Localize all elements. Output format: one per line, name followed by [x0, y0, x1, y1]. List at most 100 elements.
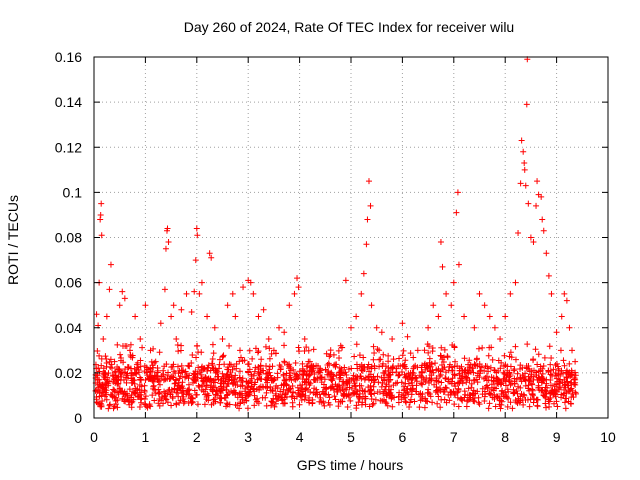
data-point — [376, 363, 383, 370]
data-point — [426, 359, 433, 366]
data-point — [367, 382, 374, 389]
data-point — [351, 380, 358, 387]
data-point — [94, 347, 101, 354]
data-point — [141, 382, 148, 389]
data-point — [433, 374, 440, 381]
data-point — [110, 375, 117, 382]
y-tick-label: 0.16 — [55, 49, 82, 65]
data-point — [187, 395, 194, 402]
data-point — [113, 394, 120, 401]
data-point — [280, 371, 287, 378]
data-point — [399, 320, 406, 327]
data-point — [217, 380, 224, 387]
data-point — [278, 394, 285, 401]
data-point — [465, 370, 472, 377]
data-point — [286, 302, 293, 309]
data-point — [106, 286, 113, 293]
data-point — [263, 370, 270, 377]
data-point — [117, 371, 124, 378]
data-point — [463, 374, 470, 381]
data-point — [145, 376, 152, 383]
data-point — [268, 402, 275, 409]
data-point — [350, 376, 357, 383]
data-point — [413, 388, 420, 395]
data-point — [294, 275, 301, 282]
data-point — [128, 375, 135, 382]
x-axis-tick-labels: 0 1 2 3 4 5 6 7 8 9 10 — [90, 429, 616, 445]
data-point — [322, 386, 329, 393]
data-point — [383, 400, 390, 407]
data-point — [270, 347, 277, 354]
data-point — [118, 355, 125, 362]
data-point — [542, 400, 549, 407]
data-point — [367, 390, 374, 397]
y-tick-label: 0.06 — [55, 275, 82, 291]
data-point — [250, 386, 257, 393]
data-point — [295, 344, 302, 351]
data-point — [331, 393, 338, 400]
data-point — [188, 394, 195, 401]
data-point — [506, 353, 513, 360]
data-point — [317, 365, 324, 372]
axis-ticks — [93, 56, 609, 419]
data-point — [193, 343, 200, 350]
data-point — [102, 353, 109, 360]
data-point — [101, 374, 108, 381]
data-point — [380, 369, 387, 376]
data-point — [546, 403, 553, 410]
data-point — [224, 366, 231, 373]
data-point — [178, 342, 185, 349]
data-point — [281, 377, 288, 384]
data-point — [495, 368, 502, 375]
data-point — [230, 376, 237, 383]
data-point — [136, 369, 143, 376]
data-point — [220, 379, 227, 386]
data-point — [321, 376, 328, 383]
data-point — [517, 180, 524, 187]
data-point — [118, 373, 125, 380]
data-point — [520, 148, 527, 155]
data-point — [335, 347, 342, 354]
data-point — [530, 357, 537, 364]
data-point — [281, 329, 288, 336]
data-point — [127, 353, 134, 360]
data-point — [263, 402, 270, 409]
data-point — [511, 366, 518, 373]
data-point — [461, 355, 468, 362]
data-point — [252, 364, 259, 371]
data-point — [545, 272, 552, 279]
data-point — [547, 382, 554, 389]
data-point — [536, 387, 543, 394]
data-point — [490, 387, 497, 394]
data-point — [558, 367, 565, 374]
x-tick-label: 6 — [399, 429, 407, 445]
data-point — [525, 365, 532, 372]
data-point — [116, 385, 123, 392]
data-point — [554, 403, 561, 410]
data-point — [247, 279, 254, 286]
data-point — [149, 392, 156, 399]
data-point — [451, 371, 458, 378]
data-point — [289, 403, 296, 410]
data-point — [507, 363, 514, 370]
data-point — [370, 377, 377, 384]
data-point — [430, 302, 437, 309]
data-point — [454, 380, 461, 387]
data-point — [155, 386, 162, 393]
data-point — [548, 354, 555, 361]
data-point — [335, 398, 342, 405]
data-point — [398, 391, 405, 398]
data-point — [520, 401, 527, 408]
data-point — [180, 367, 187, 374]
data-point — [206, 250, 213, 257]
data-point — [174, 341, 181, 348]
data-point — [362, 388, 369, 395]
data-point — [127, 341, 134, 348]
data-point — [492, 403, 499, 410]
data-point — [385, 352, 392, 359]
data-point — [207, 376, 214, 383]
data-point — [437, 404, 444, 411]
data-point — [517, 366, 524, 373]
data-point — [325, 368, 332, 375]
